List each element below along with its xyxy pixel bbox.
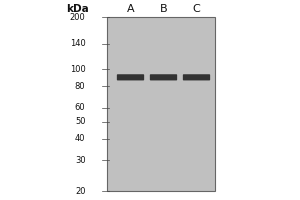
Text: 40: 40 [75,134,86,143]
Text: 60: 60 [75,103,86,112]
FancyBboxPatch shape [117,74,144,80]
Text: 20: 20 [75,186,86,196]
Text: C: C [193,4,200,14]
Bar [106,17,214,191]
Text: 200: 200 [70,12,86,21]
FancyBboxPatch shape [150,74,177,80]
Text: 50: 50 [75,117,86,126]
Text: A: A [127,4,134,14]
Text: 80: 80 [75,82,86,91]
Text: kDa: kDa [66,4,88,14]
FancyBboxPatch shape [183,74,210,80]
Text: B: B [160,4,167,14]
Text: 100: 100 [70,65,86,74]
Text: 30: 30 [75,156,86,165]
Text: 140: 140 [70,39,86,48]
